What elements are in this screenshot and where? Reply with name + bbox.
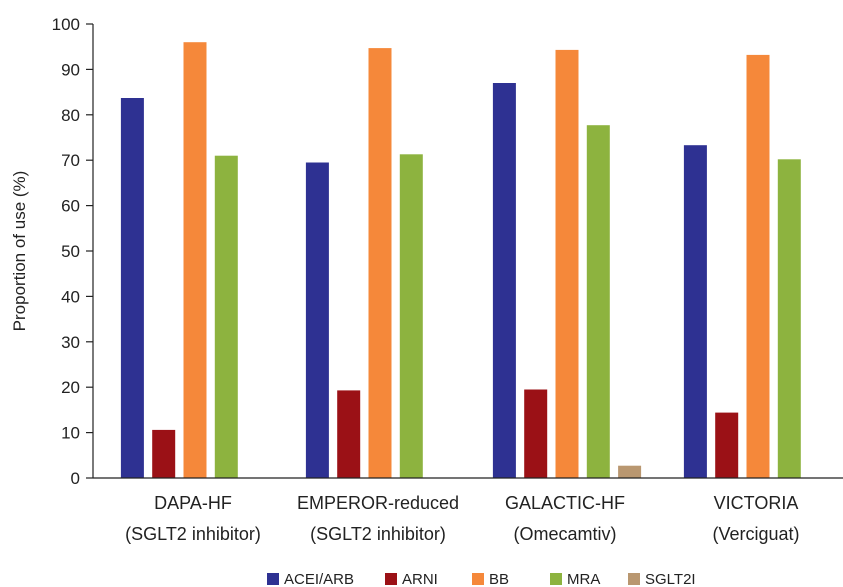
legend-label: BB — [489, 571, 509, 587]
x-category-label: VICTORIA — [714, 493, 799, 513]
x-category-label: EMPEROR-reduced — [297, 493, 459, 513]
x-category-sublabel: (Omecamtiv) — [514, 524, 617, 544]
legend-swatch — [385, 573, 397, 585]
bar-arni-3 — [524, 389, 548, 478]
bar-acei-arb-2 — [305, 162, 329, 478]
legend-swatch — [267, 573, 279, 585]
bar-sglt2i-3 — [618, 465, 642, 478]
x-axis: DAPA-HF (SGLT2 inhibitor) EMPEROR-reduced (… — [93, 477, 843, 544]
y-tick-label: 50 — [61, 242, 80, 261]
legend-label: MRA — [567, 571, 600, 587]
legend: ACEI/ARB ARNI BB MRA SGLT2I — [267, 571, 696, 587]
bars — [120, 42, 801, 479]
bar-acei-arb-4 — [683, 145, 707, 478]
bar-mra-3 — [586, 125, 610, 478]
x-category-sublabel: (Verciguat) — [712, 524, 799, 544]
legend-swatch — [550, 573, 562, 585]
bar-arni-1 — [152, 429, 176, 478]
x-category-sublabel: (SGLT2 inhibitor) — [310, 524, 446, 544]
legend-label: ARNI — [402, 571, 438, 587]
bar-acei-arb-3 — [492, 83, 516, 478]
legend-swatch — [628, 573, 640, 585]
y-tick-label: 70 — [61, 151, 80, 170]
y-tick-label: 0 — [71, 469, 80, 488]
bar-arni-2 — [337, 390, 361, 478]
x-category-label: GALACTIC-HF — [505, 493, 625, 513]
bar-mra-4 — [777, 159, 801, 479]
legend-swatch — [472, 573, 484, 585]
x-category-sublabel: (SGLT2 inhibitor) — [125, 524, 261, 544]
bar-bb-4 — [746, 54, 770, 479]
y-tick-label: 40 — [61, 287, 80, 306]
y-tick-label: 90 — [61, 60, 80, 79]
bar-acei-arb-1 — [120, 98, 144, 478]
legend-label: ACEI/ARB — [284, 571, 354, 587]
y-tick-label: 60 — [61, 197, 80, 216]
y-tick-label: 80 — [61, 106, 80, 125]
y-tick-label: 10 — [61, 424, 80, 443]
bar-arni-4 — [715, 412, 739, 478]
y-axis-title: Proportion of use (%) — [10, 171, 29, 332]
y-tick-label: 100 — [52, 15, 80, 34]
y-axis: 0 10 20 30 40 50 60 70 80 90 100 — [52, 15, 94, 488]
bar-mra-2 — [399, 154, 423, 479]
y-tick-label: 30 — [61, 333, 80, 352]
bar-bb-1 — [183, 42, 207, 478]
bar-bb-2 — [368, 48, 392, 478]
y-tick-label: 20 — [61, 378, 80, 397]
bar-bb-3 — [555, 49, 579, 479]
bar-mra-1 — [214, 155, 238, 478]
legend-label: SGLT2I — [645, 571, 696, 587]
x-category-label: DAPA-HF — [154, 493, 232, 513]
